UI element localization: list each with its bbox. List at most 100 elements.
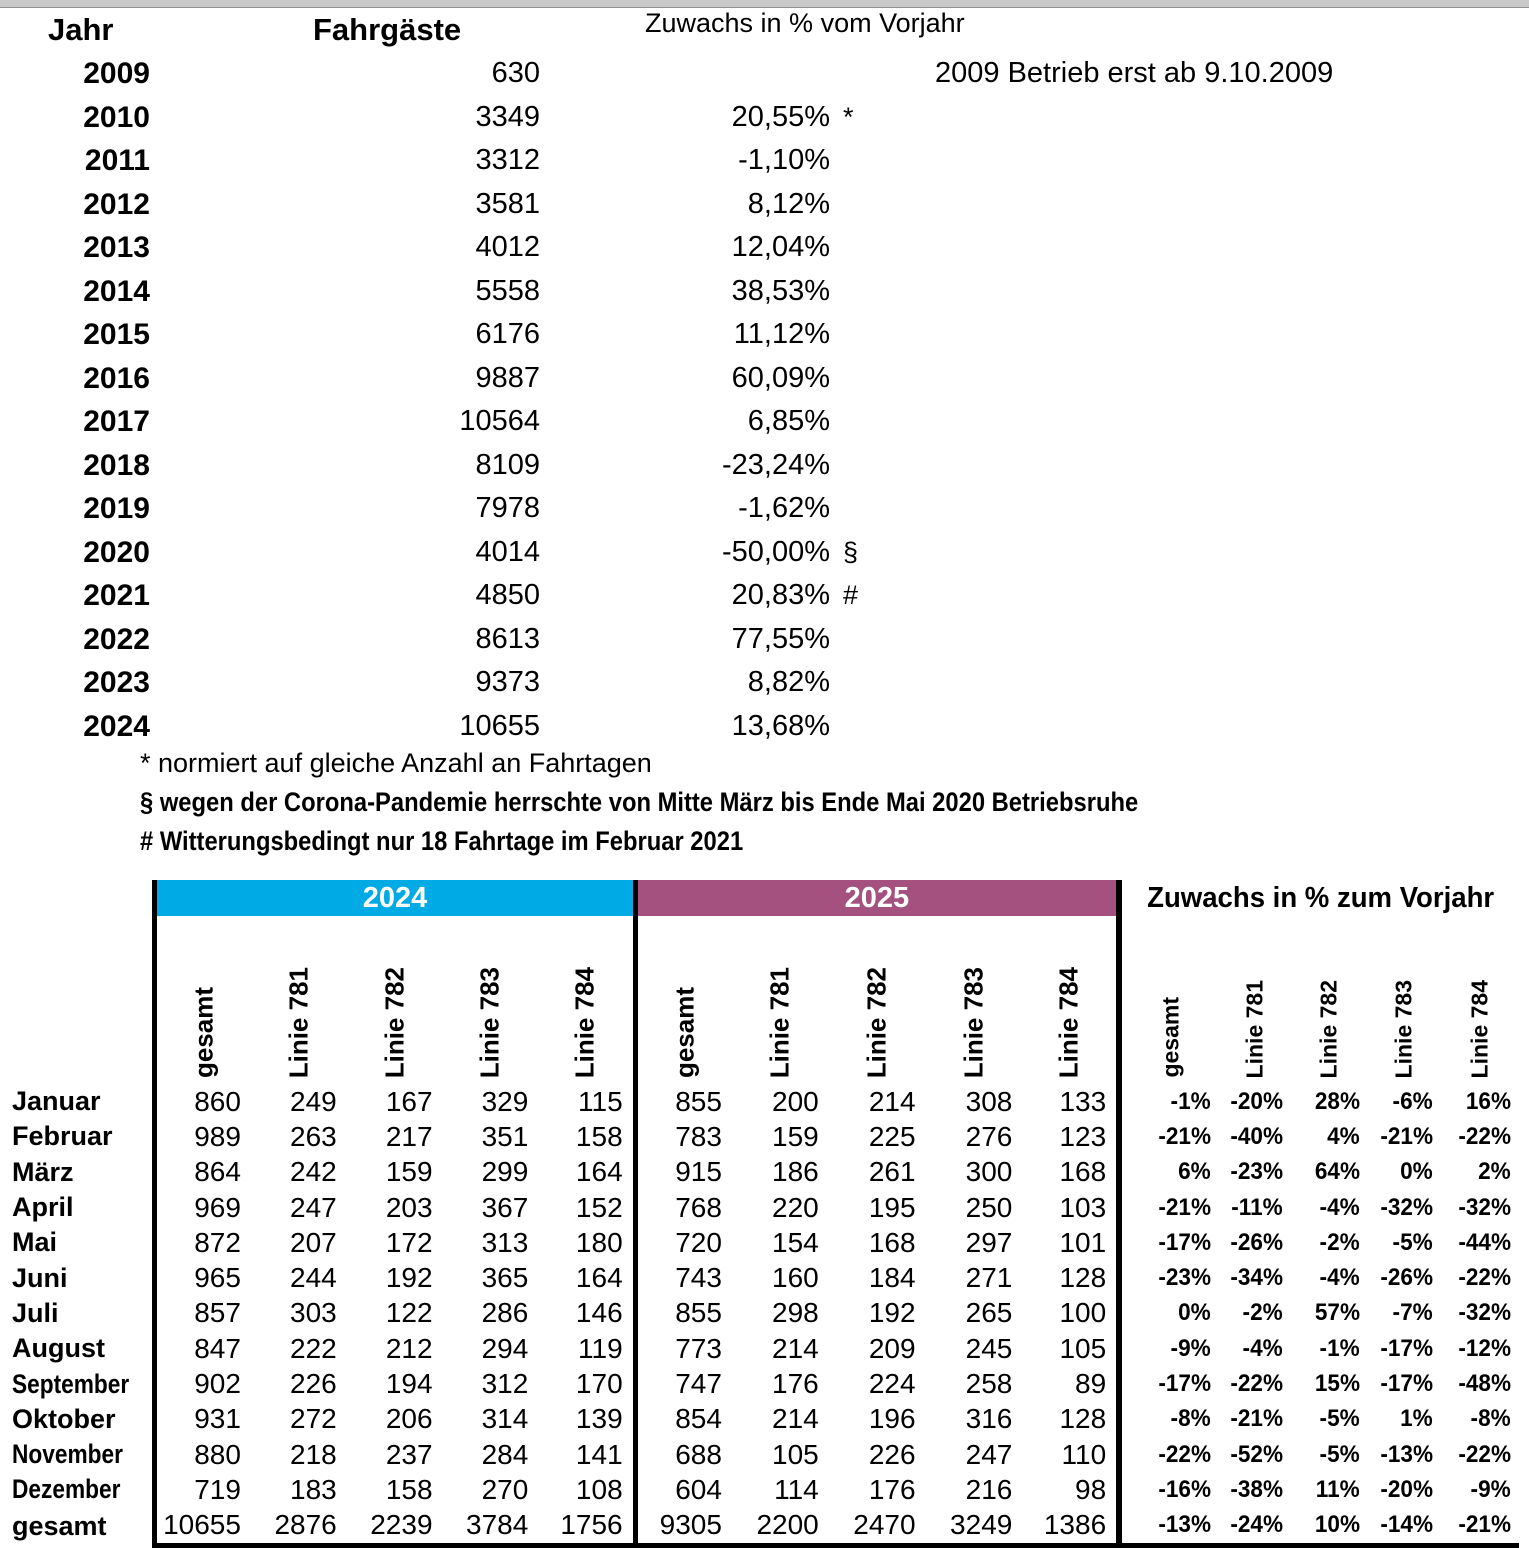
- value-2025-cell: 168: [1059, 1156, 1107, 1188]
- passengers-cell: 4850: [475, 579, 540, 611]
- value-2024-cell: 864: [152, 1154, 251, 1190]
- column-header-cell: gesamt: [152, 916, 251, 1084]
- year-cell: 2017: [83, 405, 150, 438]
- column-header-label: Linie 783: [958, 966, 989, 1078]
- growth-percent-cell: 4%: [1291, 1119, 1368, 1154]
- growth-percent-cell: -8%: [1116, 1401, 1220, 1437]
- value-2025-cell: 184: [868, 1262, 916, 1294]
- value-2025-cell: 261: [868, 1156, 916, 1188]
- value-2025-cell: 133: [1059, 1085, 1107, 1117]
- growth-percent-cell: -40%: [1219, 1119, 1291, 1154]
- growth-percent-cell: -44%: [1441, 1225, 1519, 1260]
- growth-percent-cell: -13%: [1368, 1437, 1441, 1472]
- value-2024-cell: 152: [575, 1191, 623, 1223]
- value-2025-cell: 186: [772, 1156, 819, 1188]
- value-2024-cell: 10655: [152, 1507, 251, 1548]
- passengers-cell: 6176: [475, 318, 540, 350]
- month-label: Oktober: [12, 1403, 116, 1434]
- value-2024-cell: 719: [152, 1472, 251, 1508]
- growth-cell: -1,10%: [738, 144, 830, 176]
- growth-percent-cell: -21%: [1116, 1119, 1220, 1155]
- column-header-cell: Linie 782: [347, 916, 443, 1084]
- yearly-row: 2023 9373 8,82%: [0, 661, 1529, 705]
- growth-percent-value: -44%: [1458, 1228, 1511, 1256]
- value-2025-cell: 224: [868, 1368, 916, 1400]
- year-cell: 2023: [83, 666, 150, 699]
- passengers-column-header: Fahrgäste: [313, 12, 462, 47]
- value-2025-cell: 747: [632, 1366, 732, 1402]
- growth-cell: 8,82%: [747, 666, 830, 698]
- value-2024-cell: 242: [290, 1156, 337, 1188]
- value-2025-cell: 209: [868, 1332, 916, 1364]
- growth-percent-cell: -12%: [1441, 1331, 1519, 1366]
- month-label: Juli: [12, 1297, 59, 1328]
- column-header-label: Linie 783: [474, 966, 505, 1078]
- value-2024-cell: 294: [481, 1332, 529, 1364]
- value-2025-cell: 247: [965, 1438, 1013, 1470]
- year-cell: 2009: [83, 57, 150, 90]
- growth-column-header: Zuwachs in % vom Vorjahr: [645, 8, 965, 38]
- yearly-row: 2017 10564 6,85%: [0, 400, 1529, 444]
- value-2025-cell: 128: [1059, 1262, 1107, 1294]
- growth-percent-cell: 57%: [1291, 1296, 1368, 1331]
- value-2024-cell: 872: [152, 1225, 251, 1261]
- value-2025-cell: 276: [965, 1120, 1013, 1152]
- growth-percent-cell: 0%: [1368, 1155, 1441, 1190]
- value-2024-cell: 192: [385, 1262, 433, 1294]
- value-2025-cell: 2200: [731, 1507, 829, 1548]
- monthly-row: Mai 872 207 172 313 180 720 154 168 297 101 -17% -26…: [0, 1225, 1529, 1261]
- growth-percent-value: -9%: [1170, 1334, 1212, 1362]
- value-2025-cell: 855: [632, 1084, 732, 1120]
- value-2024-cell: 989: [152, 1119, 251, 1155]
- growth-percent-value: -22%: [1458, 1122, 1511, 1150]
- growth-percent-value: -40%: [1230, 1122, 1284, 1150]
- growth-percent-value: -17%: [1380, 1334, 1433, 1362]
- growth-cell: 6,85%: [747, 405, 830, 437]
- growth-percent-cell: 11%: [1291, 1472, 1368, 1507]
- growth-percent-value: -7%: [1392, 1299, 1433, 1327]
- column-header-label: Linie 783: [1390, 979, 1417, 1078]
- yearly-rows: 2009 630 2009 Betrieb erst ab 9.10.2009 201…: [0, 52, 1529, 748]
- growth-percent-value: -24%: [1230, 1511, 1284, 1539]
- value-2025-cell: 214: [772, 1332, 819, 1364]
- monthly-row: September 902 226 194 312 170 747 176 224 258 89 -1…: [0, 1366, 1529, 1402]
- growth-percent-value: -17%: [1380, 1370, 1433, 1398]
- growth-percent-value: -13%: [1380, 1440, 1433, 1468]
- value-2025-cell: 9305: [632, 1507, 732, 1548]
- monthly-row: Januar 860 249 167 329 115 855 200 214 308 133 -1% -…: [0, 1084, 1529, 1120]
- month-label-cell: April: [0, 1190, 155, 1225]
- value-2024-cell: 119: [578, 1332, 623, 1364]
- passengers-cell: 8613: [475, 622, 540, 655]
- growth-percent-value: -20%: [1380, 1475, 1433, 1503]
- growth-percent-value: -32%: [1458, 1193, 1511, 1221]
- growth-cell: -50,00%: [721, 535, 830, 568]
- column-header-label: Linie 782: [861, 966, 892, 1078]
- month-label: Februar: [12, 1121, 113, 1152]
- growth-cell: 60,09%: [731, 361, 830, 394]
- column-header-label: Linie 781: [1241, 979, 1268, 1078]
- year-band-2024: 2024: [152, 880, 636, 916]
- growth-percent-value: -5%: [1319, 1440, 1360, 1468]
- monthly-statistics-table: 2024 2025 Zuwachs in % zum Vorjahr gesam…: [0, 880, 1529, 1548]
- value-2024-cell: 312: [481, 1368, 529, 1400]
- value-2025-cell: 308: [965, 1085, 1013, 1117]
- row-filler: [1519, 1366, 1529, 1401]
- growth-percent-value: -4%: [1319, 1264, 1360, 1292]
- yearly-row: 2014 5558 38,53%: [0, 270, 1529, 314]
- month-label-cell: März: [0, 1155, 155, 1190]
- month-label-cell: Juni: [0, 1260, 155, 1295]
- column-header-cell: gesamt: [1116, 916, 1220, 1084]
- growth-percent-cell: -4%: [1291, 1190, 1368, 1225]
- monthly-row: Dezember 719 183 158 270 108 604 114 176 216 98 -16…: [0, 1472, 1529, 1508]
- passengers-cell: 3349: [475, 100, 540, 133]
- growth-percent-value: -23%: [1230, 1158, 1284, 1186]
- growth-percent-cell: -32%: [1368, 1190, 1441, 1225]
- growth-percent-cell: -11%: [1219, 1190, 1291, 1225]
- growth-percent-cell: -38%: [1219, 1472, 1291, 1507]
- value-2024-cell: 284: [481, 1438, 529, 1470]
- value-2025-cell: 915: [632, 1154, 732, 1190]
- growth-percent-value: 4%: [1327, 1122, 1360, 1150]
- monthly-row: März 864 242 159 299 164 915 186 261 300 168 6% -23%…: [0, 1154, 1529, 1190]
- year-cell: 2010: [83, 100, 150, 134]
- column-header-label: Linie 782: [1315, 979, 1342, 1078]
